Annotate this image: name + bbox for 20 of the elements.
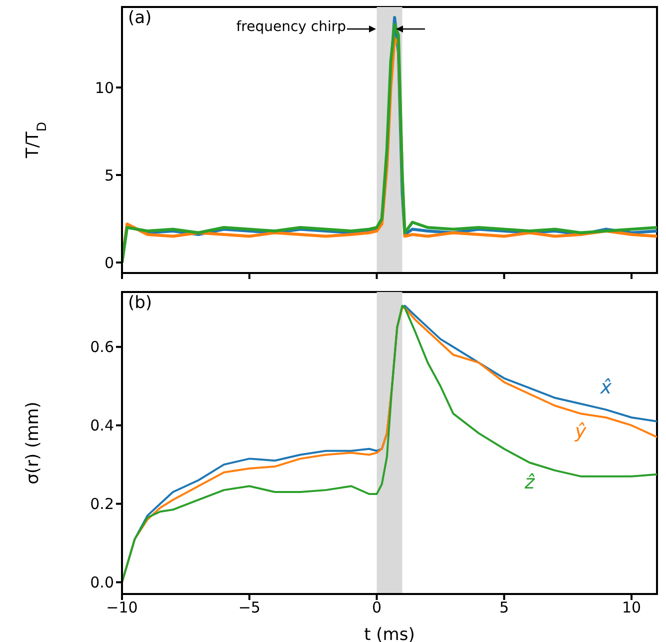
y-tick-label: 0 — [104, 254, 114, 272]
y-tick-label: 0.6 — [90, 338, 114, 356]
y-tick-label: 10 — [94, 78, 114, 97]
annotation: frequency chirp — [236, 19, 346, 35]
x-axis-title: t (ms) — [364, 625, 415, 642]
y-tick-label: 5 — [104, 166, 114, 184]
series-label: ẑ — [524, 472, 536, 494]
annotation: (b) — [128, 293, 152, 313]
y-axis-title: σ(r) (mm) — [23, 402, 43, 484]
y-tick-label: 0.0 — [90, 574, 114, 592]
x-tick-label: −10 — [106, 598, 138, 617]
series-label: x̂ — [599, 376, 612, 399]
x-tick-label: 5 — [499, 598, 509, 617]
y-tick-label: 0.2 — [90, 495, 114, 514]
series-label: ŷ — [574, 420, 587, 443]
x-tick-label: 10 — [622, 598, 642, 617]
y-tick-label: 0.4 — [90, 416, 114, 435]
x-tick-label: −5 — [238, 598, 260, 617]
x-tick-label: 0 — [372, 598, 382, 617]
annotation: (a) — [128, 8, 152, 28]
